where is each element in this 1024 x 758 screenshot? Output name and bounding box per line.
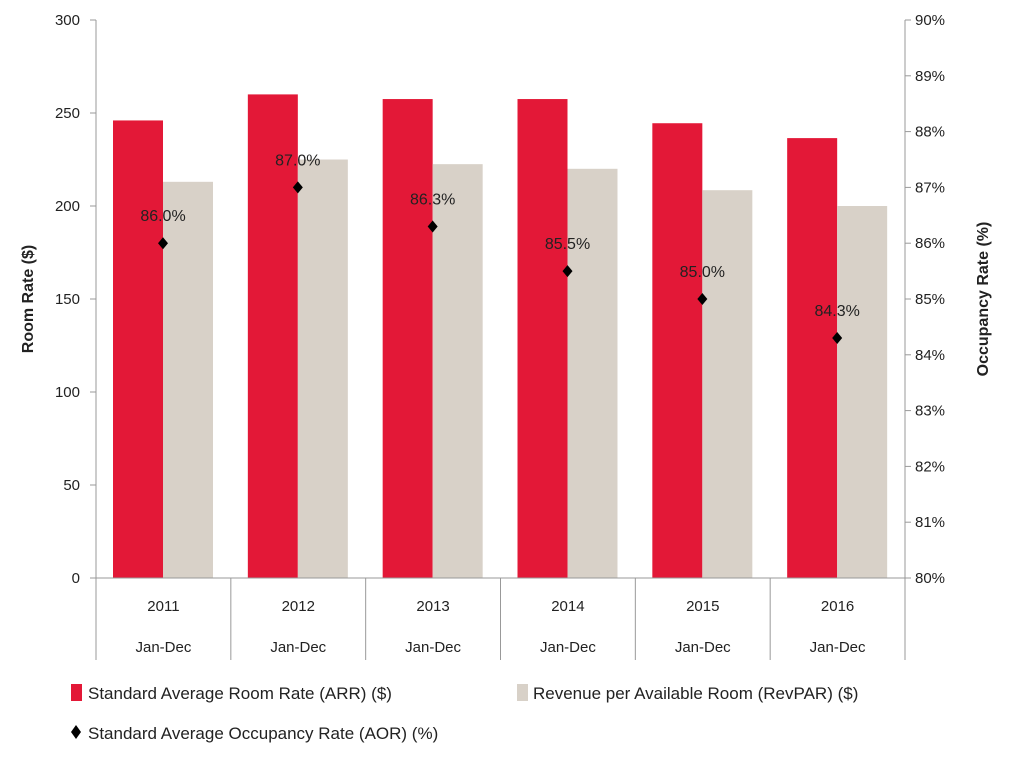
y-tick-label-right: 89% xyxy=(915,68,945,85)
y-tick-label-right: 88% xyxy=(915,124,945,141)
bar-revpar xyxy=(702,190,753,578)
y-tick-label-right: 86% xyxy=(915,235,945,252)
aor-point xyxy=(562,265,573,278)
bar-arr xyxy=(652,123,703,578)
aor-point xyxy=(427,220,438,233)
y-axis-title-left: Room Rate ($) xyxy=(20,245,37,353)
y-tick-label-left: 300 xyxy=(55,12,80,29)
bar-arr xyxy=(517,99,568,579)
aor-data-label: 87.0% xyxy=(275,152,320,169)
x-tick-label-year: 2014 xyxy=(551,598,584,615)
y-tick-label-right: 84% xyxy=(915,347,945,364)
x-tick-label-year: 2013 xyxy=(416,598,449,615)
y-tick-label-right: 90% xyxy=(915,12,945,29)
legend-label-revpar: Revenue per Available Room (RevPAR) ($) xyxy=(533,684,858,703)
bar-revpar xyxy=(163,181,213,578)
y-tick-label-right: 83% xyxy=(915,403,945,420)
aor-point xyxy=(697,293,708,305)
aor-data-label: 86.3% xyxy=(410,191,455,208)
y-tick-label-left: 250 xyxy=(55,105,80,122)
x-tick-label-year: 2012 xyxy=(282,598,315,615)
bar-arr xyxy=(382,99,433,579)
aor-point xyxy=(832,332,843,345)
bar-revpar xyxy=(837,206,888,578)
y-tick-label-left: 50 xyxy=(63,477,80,494)
x-tick-label-period: Jan-Dec xyxy=(540,639,596,656)
y-axis-title-right: Occupancy Rate (%) xyxy=(975,222,992,377)
y-tick-label-left: 150 xyxy=(55,291,80,308)
legend-diamond-icon xyxy=(71,725,81,739)
x-tick-label-year: 2015 xyxy=(686,598,719,615)
x-tick-label-period: Jan-Dec xyxy=(405,639,461,656)
legend-swatch-revpar xyxy=(517,684,528,701)
x-tick-label-period: Jan-Dec xyxy=(675,639,731,656)
legend-label-aor: Standard Average Occupancy Rate (AOR) (%… xyxy=(88,724,438,743)
aor-data-label: 86.0% xyxy=(140,208,185,225)
aor-data-label: 85.0% xyxy=(680,264,725,281)
y-tick-label-right: 80% xyxy=(915,570,945,587)
y-tick-label-left: 100 xyxy=(55,384,80,401)
legend: Standard Average Room Rate (ARR) ($) Rev… xyxy=(71,684,858,743)
x-tick-label-year: 2011 xyxy=(147,598,179,615)
bar-arr xyxy=(247,94,298,579)
bar-revpar xyxy=(567,168,618,579)
y-tick-label-right: 81% xyxy=(915,514,945,531)
aor-data-label: 84.3% xyxy=(814,303,859,320)
x-tick-label-period: Jan-Dec xyxy=(810,639,866,656)
y-tick-label-left: 0 xyxy=(72,570,80,587)
bar-revpar xyxy=(297,159,348,578)
aor-point xyxy=(158,237,168,250)
x-tick-label-period: Jan-Dec xyxy=(135,639,191,656)
y-tick-label-right: 82% xyxy=(915,458,945,475)
x-tick-label-year: 2016 xyxy=(821,598,854,615)
y-tick-label-left: 200 xyxy=(55,198,80,215)
bar-arr xyxy=(113,120,163,578)
y-tick-label-right: 85% xyxy=(915,291,945,308)
y-tick-label-right: 87% xyxy=(915,179,945,196)
x-tick-label-period: Jan-Dec xyxy=(270,639,326,656)
bar-arr xyxy=(787,138,838,579)
aor-point xyxy=(292,181,303,194)
legend-label-arr: Standard Average Room Rate (ARR) ($) xyxy=(88,684,392,703)
aor-data-label: 85.5% xyxy=(545,236,590,253)
legend-swatch-arr xyxy=(71,684,82,701)
bar-revpar xyxy=(432,164,483,578)
